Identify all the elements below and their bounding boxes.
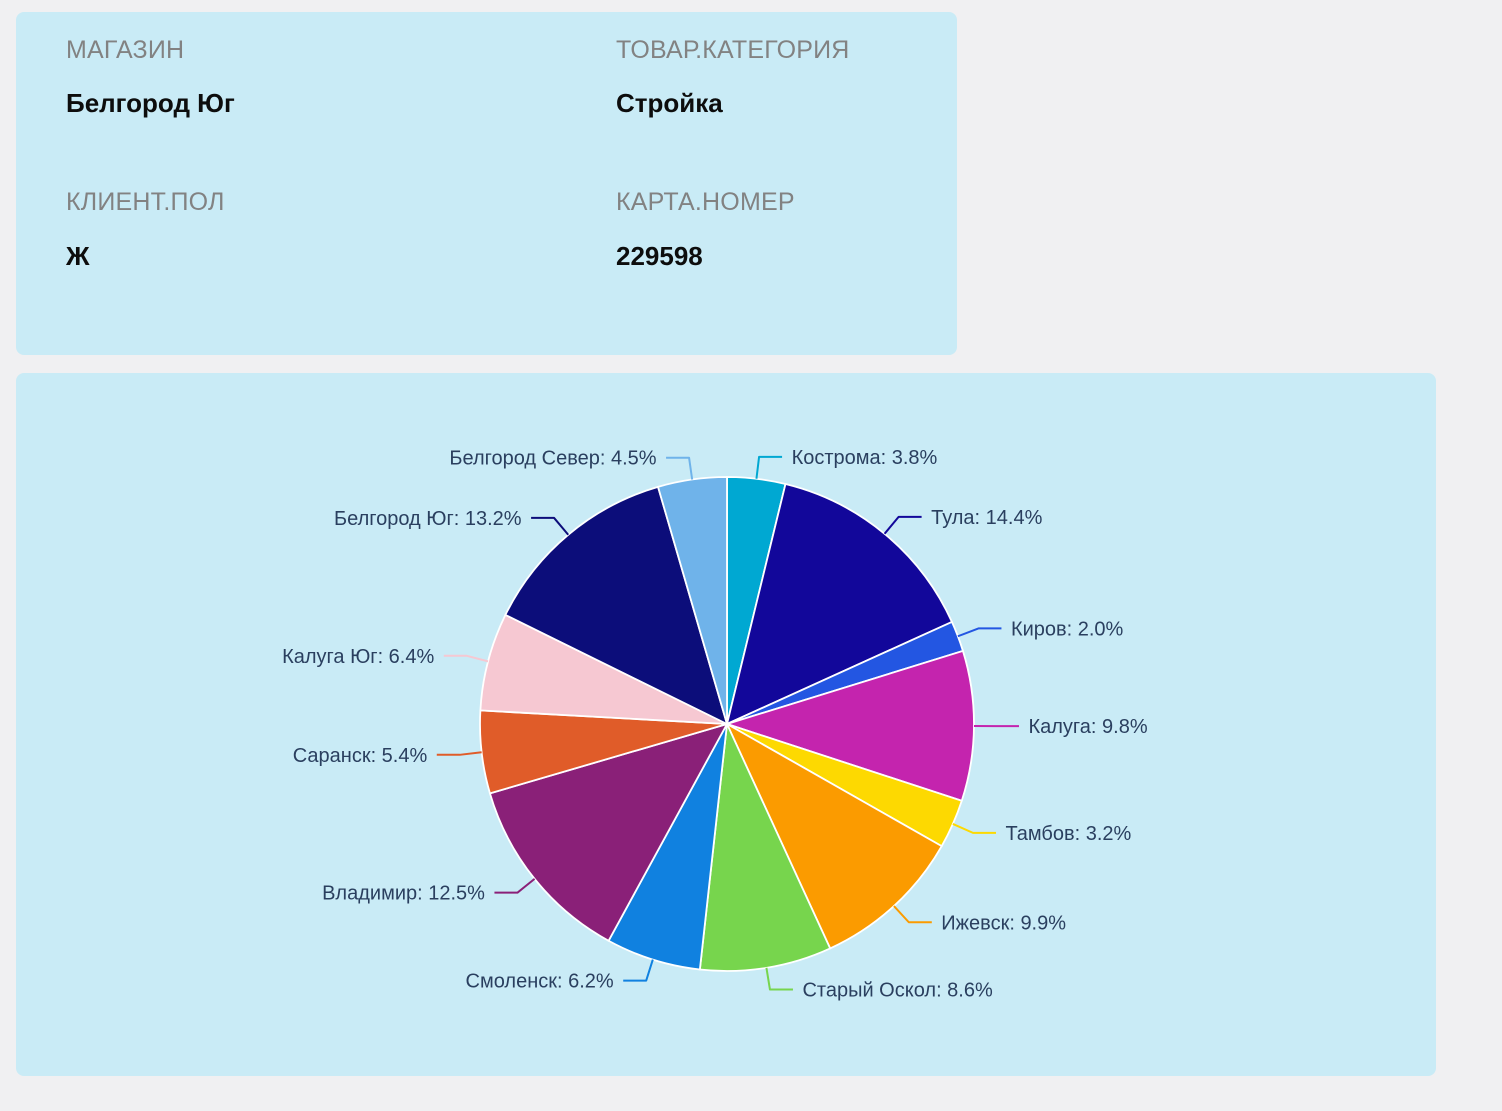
svg-text:Калуга: 9.8%: Калуга: 9.8% (1028, 716, 1147, 738)
svg-text:Тула: 14.4%: Тула: 14.4% (931, 507, 1042, 529)
svg-text:Саранск: 5.4%: Саранск: 5.4% (293, 745, 428, 767)
svg-text:Ижевск: 9.9%: Ижевск: 9.9% (941, 912, 1066, 934)
svg-text:Владимир: 12.5%: Владимир: 12.5% (322, 883, 485, 905)
svg-text:Белгород Юг: 13.2%: Белгород Юг: 13.2% (334, 508, 522, 530)
svg-text:Смоленск: 6.2%: Смоленск: 6.2% (466, 971, 614, 993)
svg-text:Старый Оскол: 8.6%: Старый Оскол: 8.6% (802, 980, 993, 1002)
svg-text:Калуга Юг: 6.4%: Калуга Юг: 6.4% (282, 646, 434, 668)
svg-text:Киров: 2.0%: Киров: 2.0% (1011, 618, 1124, 640)
svg-text:Белгород Север: 4.5%: Белгород Север: 4.5% (449, 448, 656, 470)
svg-text:Тамбов: 3.2%: Тамбов: 3.2% (1005, 823, 1131, 845)
svg-text:Кострома: 3.8%: Кострома: 3.8% (792, 447, 938, 469)
